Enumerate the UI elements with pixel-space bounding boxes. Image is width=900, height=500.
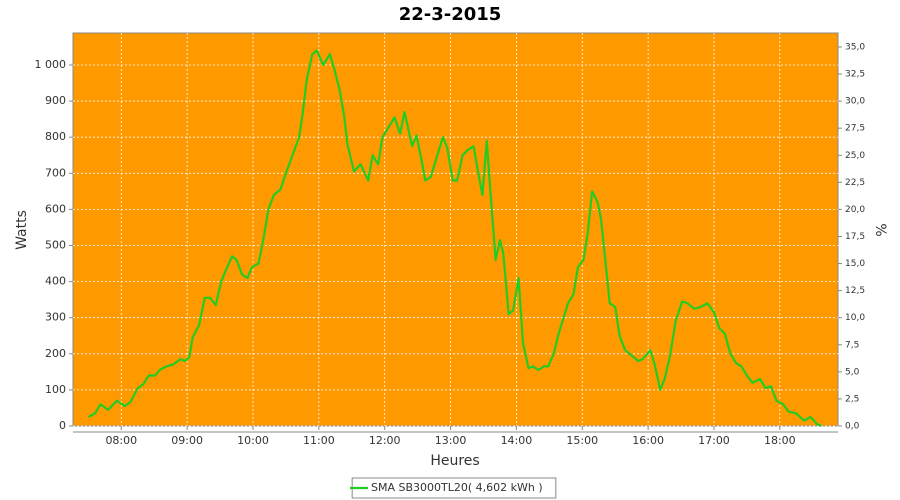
chart-title: 22-3-2015 (399, 4, 502, 25)
y2-tick-label: 12,5 (845, 286, 865, 296)
y-tick-label: 700 (45, 166, 66, 179)
y2-tick-label: 30,0 (845, 97, 865, 107)
y-tick-label: 100 (45, 383, 66, 396)
y2-tick-label: 32,5 (845, 70, 865, 80)
data-line (87, 49, 822, 428)
x-tick-label: 11:00 (303, 434, 335, 447)
y2-tick-label: 27,5 (845, 124, 865, 134)
y-tick-label: 1 000 (35, 58, 67, 71)
y-tick-label: 600 (45, 202, 66, 215)
y2-tick-label: 17,5 (845, 232, 865, 242)
y-tick-label: 300 (45, 311, 66, 324)
plot-background (72, 32, 839, 427)
y2-tick-label: 25,0 (845, 151, 865, 161)
x-tick-label: 15:00 (566, 434, 598, 447)
x-tick-label: 17:00 (698, 434, 730, 447)
y2-axis-title: % (872, 223, 888, 236)
x-tick-label: 13:00 (435, 434, 467, 447)
y2-tick-label: 5,0 (845, 367, 860, 377)
y2-tick-label: 0,0 (845, 422, 860, 432)
y-tick-label: 200 (45, 347, 66, 360)
x-axis-title: Heures (430, 453, 479, 469)
y2-tick-label: 7,5 (845, 340, 859, 350)
x-tick-label: 16:00 (632, 434, 664, 447)
y-tick-label: 0 (59, 419, 66, 432)
x-tick-label: 18:00 (764, 434, 796, 447)
y-axis-title: Watts (14, 210, 30, 250)
y2-tick-label: 22,5 (845, 178, 865, 188)
y2-tick-label: 2,5 (845, 394, 859, 404)
y2-tick-label: 35,0 (845, 42, 865, 52)
y-tick-label: 900 (45, 94, 66, 107)
legend-label: SMA SB3000TL20( 4,602 kWh ) (371, 481, 543, 494)
y-tick-label: 500 (45, 238, 66, 251)
x-tick-label: 12:00 (369, 434, 401, 447)
x-tick-label: 10:00 (237, 434, 269, 447)
y-tick-label: 400 (45, 275, 66, 288)
x-tick-label: 14:00 (501, 434, 533, 447)
y-tick-label: 800 (45, 130, 66, 143)
x-tick-label: 08:00 (105, 434, 137, 447)
y2-tick-label: 10,0 (845, 313, 865, 323)
x-tick-label: 09:00 (171, 434, 203, 447)
y2-tick-label: 15,0 (845, 259, 865, 269)
y2-tick-label: 20,0 (845, 205, 865, 215)
